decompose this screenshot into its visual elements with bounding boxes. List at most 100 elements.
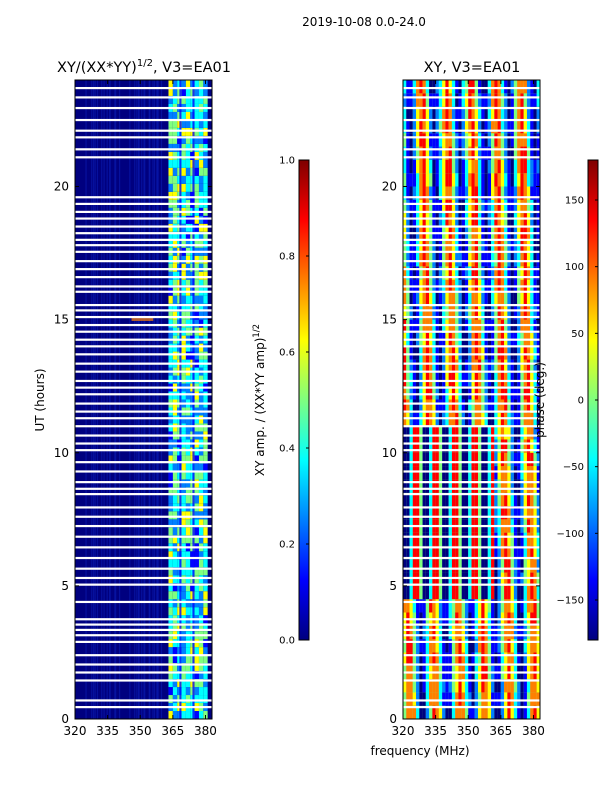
amplitude-cell [185,551,191,560]
phase-cell [464,585,469,600]
phase-cell [468,466,472,480]
amplitude-cell [185,119,191,128]
flag-gap [403,461,540,464]
amplitude-cell [185,423,191,432]
phase-cell [435,199,439,214]
amplitude-cell [185,447,191,456]
phase-cell [497,359,501,373]
phase-cell [445,386,449,400]
phase-cell [533,173,537,187]
flag-gap [75,506,212,509]
amplitude-cell [185,279,191,288]
phase-cell [491,545,495,560]
phase-cell [507,239,511,254]
phase-cell [425,119,430,134]
phase-cell [464,80,469,94]
phase-cell [520,439,524,453]
amplitude-cell [194,455,199,464]
phase-cell [504,585,508,600]
amplitude-cell [198,455,204,464]
phase-cell [530,386,534,400]
amplitude-cell [198,583,204,592]
phase-cell [478,199,482,214]
phase-cell [523,399,527,413]
amplitude-cell [194,263,199,272]
phase-cell [412,532,417,546]
amplitude-cell [185,687,191,696]
phase-cell [468,692,472,706]
phase-cell [406,239,410,254]
phase-cell [442,199,446,214]
phase-cell [478,692,482,706]
phase-cell [464,359,469,373]
phase-cell [478,372,482,387]
phase-cell [419,253,423,267]
phase-cell [471,213,475,227]
flag-gap [75,276,212,279]
phase-cell [448,253,452,267]
phase-cell [507,186,511,200]
phase-cell [536,679,540,693]
phase-cell [478,466,482,480]
phase-cell [536,266,540,280]
phase-cell [530,319,534,333]
phase-cell [517,532,521,546]
phase-cell [487,452,492,467]
phase-cell [458,639,462,653]
phase-cell [409,639,413,653]
phase-cell [530,186,534,200]
amplitude-cell [172,239,178,248]
phase-cell [530,572,534,586]
phase-cell [500,80,505,94]
phase-cell [412,386,417,400]
phase-cell [504,386,508,400]
phase-cell [526,692,531,706]
phase-cell [419,133,423,147]
phase-cell [471,652,475,666]
amplitude-cell [203,551,208,560]
phase-cell [451,93,456,107]
phase-cell [520,412,524,427]
phase-cell [438,346,443,360]
phase-cell [455,679,459,693]
phase-cell [403,585,407,600]
phase-cell [504,253,508,267]
phase-cell [504,559,508,573]
flag-gap [403,148,540,151]
amplitude-cell [181,167,186,176]
phase-cell [500,346,505,360]
flag-gap [403,556,540,560]
phase-cell [484,452,488,467]
phase-cell [422,173,426,187]
phase-cell [507,306,511,320]
phase-cell [484,133,488,147]
phase-cell [494,506,498,520]
phase-cell [455,705,459,719]
phase-cell [409,705,413,719]
amplitude-cell [194,183,199,192]
phase-cell [474,213,479,227]
phase-cell [432,625,436,640]
phase-cell [487,705,492,719]
amplitude-colorbar-ticks: 0.00.20.40.60.81.0 [279,156,309,647]
amplitude-cell [194,231,199,240]
phase-cell [507,479,511,493]
amplitude-cell [194,135,199,144]
phase-cell [484,239,488,254]
amplitude-cell [198,183,204,192]
phase-cell [481,545,485,560]
phase-cell [403,266,407,280]
phase-cell [406,532,410,546]
phase-cell [523,599,527,613]
phase-cell [464,506,469,520]
amplitude-cell [185,95,191,104]
phase-cell [530,466,534,480]
phase-cell [526,293,531,307]
phase-cell [432,506,436,520]
amplitude-cell [185,607,191,616]
phase-cell [429,559,433,573]
phase-cell [526,266,531,280]
amplitude-faint-column [103,80,105,719]
phase-cell [491,80,495,94]
phase-cell [500,692,505,706]
